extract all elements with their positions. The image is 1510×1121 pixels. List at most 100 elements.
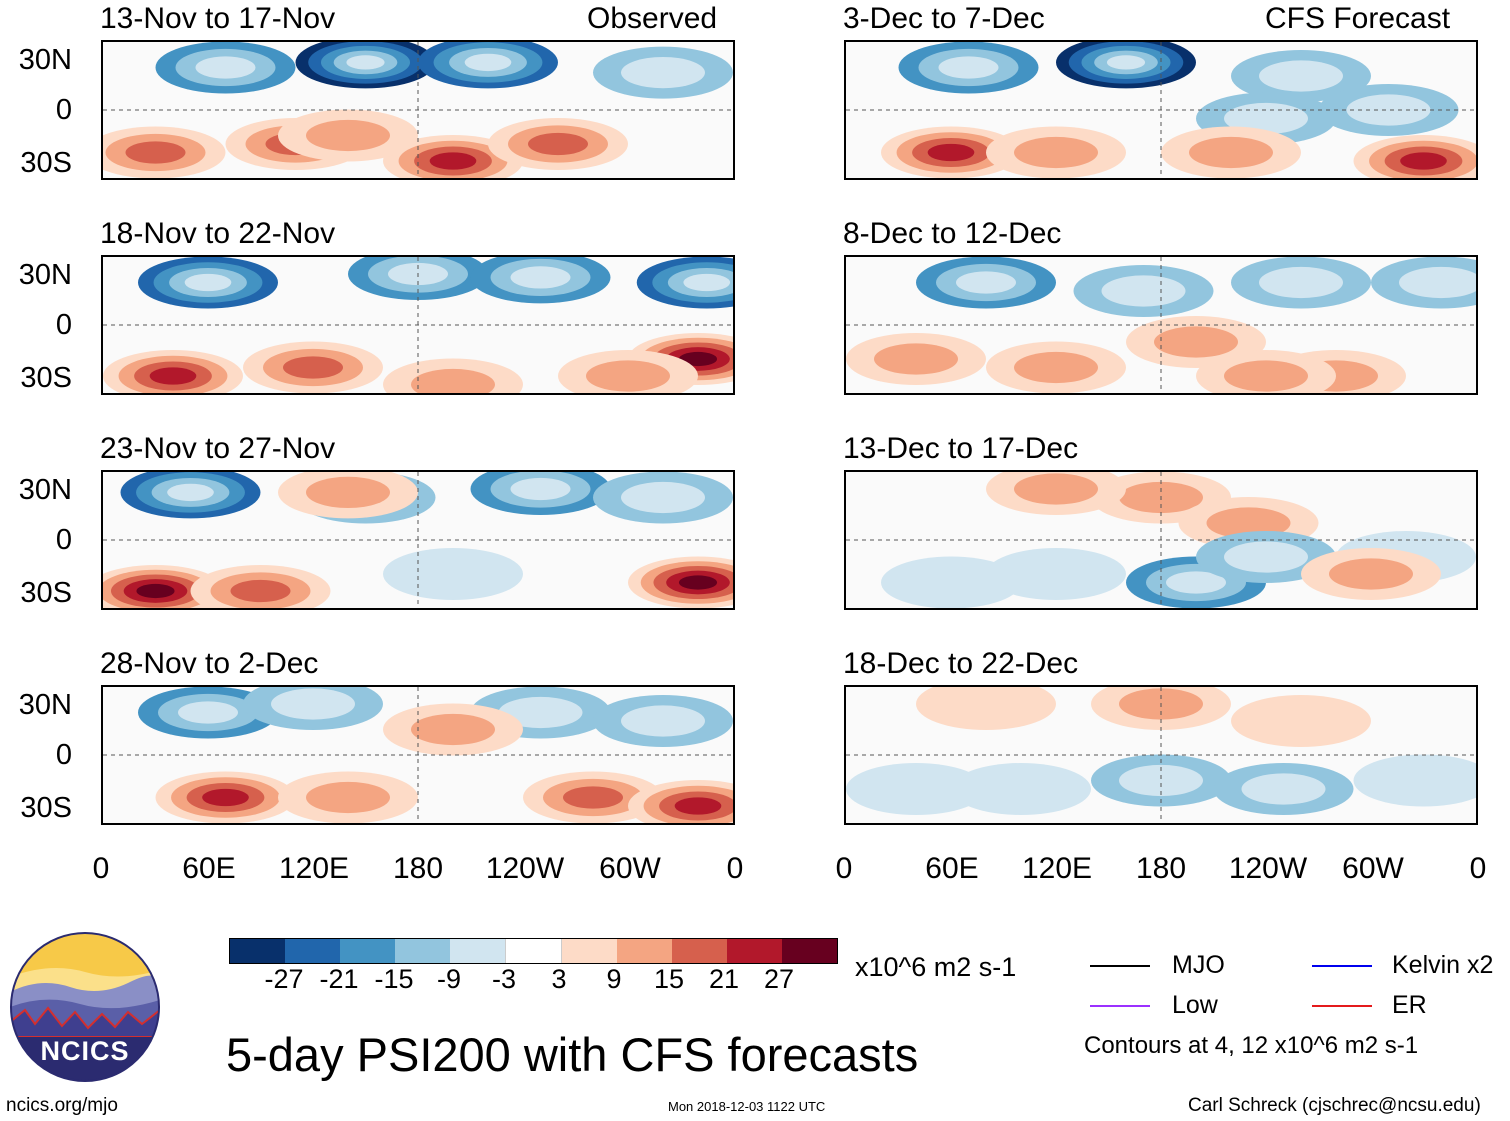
anomaly-cell (498, 696, 583, 729)
anomaly-cell (1399, 266, 1476, 299)
footer-url[interactable]: ncics.org/mjo (6, 1095, 118, 1116)
anomaly-cell (464, 53, 512, 72)
colorbar-label: -15 (374, 964, 414, 994)
y-tick-label: 30N (18, 474, 72, 506)
anomaly-cell (1224, 102, 1308, 135)
colorbar-label: -27 (264, 964, 304, 994)
anomaly-cell (184, 273, 232, 292)
ncics-logo: NCICS (10, 932, 160, 1082)
y-tick-label: 30N (18, 44, 72, 76)
x-tick-label: 0 (835, 852, 853, 885)
y-tick-label: 30S (20, 362, 72, 394)
anomaly-cell (1224, 541, 1308, 573)
logo-text: NCICS (40, 1036, 130, 1066)
colorbar-swatch (285, 939, 340, 963)
legend-line-kelvin (1312, 965, 1372, 967)
legend-label-low: Low (1172, 991, 1218, 1019)
anomaly-cell (1206, 507, 1291, 539)
anomaly-cell (678, 351, 718, 367)
anomaly-cell (1014, 473, 1098, 505)
map-panel (844, 255, 1478, 395)
anomaly-cell (621, 57, 705, 89)
y-tick-label: 0 (55, 739, 72, 771)
x-tick-label: 120E (1021, 852, 1093, 885)
anomaly-cell (1154, 326, 1238, 358)
colorbar-swatch (782, 939, 837, 963)
y-tick-label: 30N (18, 689, 72, 721)
anomaly-cell (383, 548, 523, 600)
legend-label-er: ER (1392, 991, 1427, 1019)
colorbar-swatch (505, 939, 562, 963)
colorbar-label: 15 (653, 964, 685, 994)
x-tick-label: 0 (726, 852, 744, 885)
colorbar-label: -9 (436, 964, 461, 994)
legend-line-mjo (1090, 965, 1150, 967)
anomaly-cell (429, 152, 477, 170)
anomaly-cell (1106, 55, 1146, 70)
anomaly-cell (881, 556, 1021, 608)
y-tick-label: 30S (20, 792, 72, 824)
anomaly-cell (927, 143, 975, 162)
colorbar-label: -21 (319, 964, 359, 994)
heatmap-svg (103, 42, 733, 178)
x-tick-label: 60E (925, 852, 979, 885)
anomaly-cell (125, 141, 186, 164)
heatmap-svg (103, 472, 733, 608)
colorbar-label: 27 (763, 964, 795, 994)
anomaly-cell (195, 56, 256, 79)
panel-title-obs-4: 28-Nov to 2-Dec (100, 647, 319, 680)
anomaly-cell (683, 273, 731, 292)
colorbar-label: 9 (606, 964, 622, 994)
x-tick-label: 0 (92, 852, 110, 885)
anomaly-cell (951, 763, 1091, 815)
heatmap-svg (846, 42, 1476, 178)
heatmap-svg (103, 687, 733, 823)
map-panel (844, 685, 1478, 825)
anomaly-cell (1241, 773, 1326, 805)
anomaly-cell (621, 705, 705, 737)
anomaly-cell (136, 583, 175, 599)
observed-header: Observed (587, 2, 718, 35)
colorbar-label: 21 (708, 964, 740, 994)
colorbar-swatch (395, 939, 450, 963)
anomaly-cell (1014, 136, 1098, 169)
anomaly-cell (1231, 695, 1371, 747)
anomaly-cell (346, 55, 385, 70)
anomaly-cell (510, 477, 571, 501)
y-tick-label: 30S (20, 147, 72, 179)
main-title: 5-day PSI200 with CFS forecasts (226, 1028, 919, 1081)
heatmap-svg (103, 257, 733, 393)
anomaly-cell (167, 483, 214, 502)
anomaly-cell (586, 360, 670, 392)
anomaly-cell (1259, 60, 1343, 92)
colorbar-swatch (562, 939, 617, 963)
forecast-header: CFS Forecast (1265, 2, 1451, 35)
anomaly-cell (149, 367, 197, 385)
colorbar-swatch (230, 939, 285, 963)
anomaly-cell (271, 688, 355, 720)
x-tick-label: 120E (278, 852, 350, 885)
colorbar-label: -3 (491, 964, 516, 994)
footer-timestamp: Mon 2018-12-03 1122 UTC (668, 1099, 826, 1114)
anomaly-cell (202, 788, 249, 807)
panel-title-fc-1: 3-Dec to 7-Dec (843, 2, 1045, 35)
anomaly-cell (1014, 351, 1098, 384)
x-tick-label: 180 (392, 852, 444, 885)
x-tick-label: 60W (599, 852, 661, 885)
heatmap-svg (846, 257, 1476, 393)
anomaly-cell (1224, 360, 1308, 392)
anomaly-cell (411, 713, 495, 746)
legend-label-mjo: MJO (1172, 951, 1225, 979)
anomaly-cell (916, 687, 1056, 730)
anomaly-cell (621, 481, 705, 514)
map-panel (844, 40, 1478, 180)
panel-title-fc-4: 18-Dec to 22-Dec (843, 647, 1079, 680)
anomaly-cell (563, 786, 623, 809)
colorbar (229, 938, 838, 964)
x-tick-label: 120W (485, 852, 565, 885)
anomaly-cell (178, 701, 238, 724)
legend-line-er (1312, 1005, 1372, 1007)
anomaly-cell (306, 476, 390, 508)
colorbar-swatch (672, 939, 727, 963)
x-tick-label: 60E (182, 852, 236, 885)
